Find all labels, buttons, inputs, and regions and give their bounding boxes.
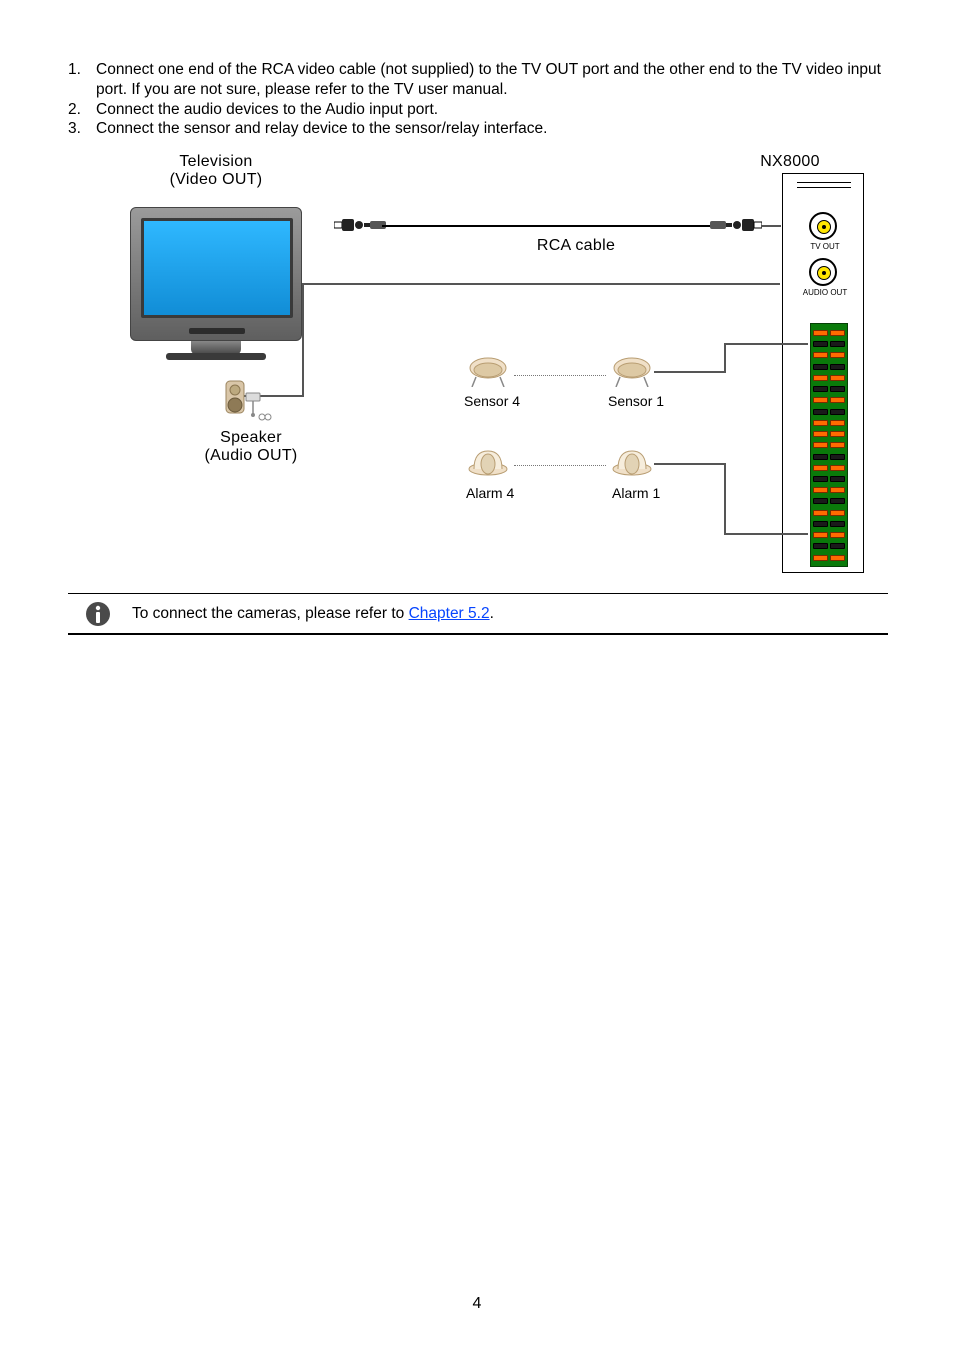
nx8000-label: NX8000 [740,153,840,171]
instruction-item: 2. Connect the audio devices to the Audi… [68,100,886,120]
rca-cable-line [382,225,714,227]
tv-out-port-icon [809,212,837,240]
instruction-number: 1. [68,60,96,100]
sensor4-label: Sensor 4 [464,393,520,409]
instruction-text: Connect the audio devices to the Audio i… [96,100,886,120]
instruction-item: 3. Connect the sensor and relay device t… [68,119,886,139]
alarm4-icon [466,447,510,477]
info-note: To connect the cameras, please refer to … [68,593,888,635]
instruction-text: Connect the sensor and relay device to t… [96,119,886,139]
instruction-list: 1. Connect one end of the RCA video cabl… [68,60,886,139]
instruction-text: Connect one end of the RCA video cable (… [96,60,886,100]
instruction-number: 2. [68,100,96,120]
tv-screen [141,218,293,318]
connection-diagram: Television (Video OUT) NX8000 TV OUT AUD… [96,153,864,583]
audio-out-port-label: AUDIO OUT [801,288,849,297]
rca-cable-label: RCA cable [516,237,636,255]
sensor4-icon [466,357,510,385]
note-text: To connect the cameras, please refer to … [128,605,494,623]
sensor1-label: Sensor 1 [608,393,664,409]
television-icon [130,207,302,341]
sensor-relay-terminal [810,323,848,567]
speaker-label: Speaker (Audio OUT) [186,429,316,465]
rca-plug-right-icon [710,215,762,235]
page-number: 4 [0,1295,954,1313]
alarm4-label: Alarm 4 [466,485,514,501]
instruction-number: 3. [68,119,96,139]
rca-plug-left-icon [334,215,386,235]
tv-out-port-label: TV OUT [805,242,845,251]
alarm1-label: Alarm 1 [612,485,660,501]
sensor1-icon [610,357,654,385]
chapter-link[interactable]: Chapter 5.2 [409,605,490,622]
info-icon [68,601,128,627]
speaker-icon [222,375,274,427]
audio-out-port-icon [809,258,837,286]
television-label: Television (Video OUT) [106,153,326,189]
instruction-item: 1. Connect one end of the RCA video cabl… [68,60,886,100]
alarm1-icon [610,447,654,477]
